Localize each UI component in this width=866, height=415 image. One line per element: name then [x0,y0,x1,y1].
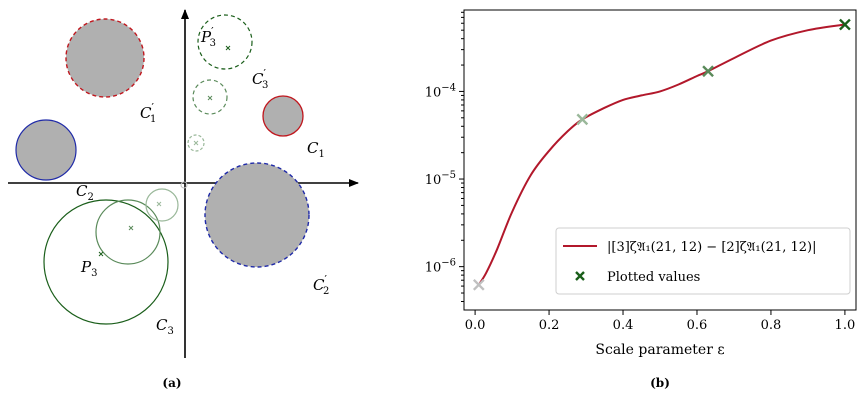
y-tick-label: 10−5 [425,170,456,188]
x-ticks: 0.0 0.2 0.4 0.6 0.8 1.0 [465,310,855,333]
label-c3-prime: C′ 3 [252,67,268,91]
legend: |[3]ζ𝔄₁(21, 12) − [2]ζ𝔄₁(21, 12)| Plotte… [555,227,851,295]
circle-c3-prime-mid [192,79,228,115]
plotted-value-marker [472,278,485,291]
circle-c3-mid [95,199,161,265]
centre-markers [98,45,231,257]
centre-marker-c3-mid [128,225,134,231]
panel-b: 0.0 0.2 0.4 0.6 0.8 1.0 10−6 10−5 10−4 Scale pa… [425,9,857,390]
circle-c3-prime-small [187,134,205,152]
label-c2: C2 [76,182,94,203]
legend-marker-swatch [575,271,585,281]
circle-c1-prime [65,18,145,98]
label-c1-prime: C′ 1 [140,101,156,125]
circle-c2-prime [204,162,310,268]
circle-c3-small [145,188,179,222]
x-tick-label: 0.0 [465,318,486,333]
x-axis-label: Scale parameter ε [595,342,724,358]
plotted-value-marker [702,65,714,78]
caption-b: (b) [650,376,670,390]
label-p3: P3 [80,258,97,279]
x-tick-label: 1.0 [835,318,856,333]
legend-box [555,227,851,295]
plotted-value-marker [576,113,589,126]
centre-marker-c3 [98,251,104,257]
circle-c3-prime [197,14,253,70]
x-tick-label: 0.8 [761,318,782,333]
centre-marker-c3-prime-small [193,140,199,146]
caption-a: (a) [162,376,181,390]
x-tick-label: 0.2 [539,318,560,333]
label-p3-prime: P′ 3 [200,25,216,49]
centre-marker-c3-small [156,201,162,207]
label-c3: C3 [156,316,174,337]
plot-area [472,18,851,291]
plot-frame [463,9,857,311]
plotted-value-marker [839,18,851,31]
x-tick-label: 0.6 [687,318,708,333]
label-c2-prime: C′ 2 [313,273,329,297]
y-tick-label: 10−6 [425,258,456,276]
label-c1: C1 [307,139,325,160]
circle-c2 [15,119,77,181]
centre-marker-c3-prime-mid [207,95,213,101]
series-curve [477,23,846,286]
y-ticks: 10−6 10−5 10−4 [425,11,464,303]
y-tick-label: 10−4 [425,82,456,100]
panel-a: C′ 1 C1 C2 C′ 2 C3 C′ 3 P3 P′ 3 (a) [8,9,359,390]
legend-curve-label: |[3]ζ𝔄₁(21, 12) − [2]ζ𝔄₁(21, 12)| [607,240,816,255]
circle-c3-tiny [180,181,188,189]
legend-points-label: Plotted values [607,270,700,285]
x-tick-label: 0.4 [613,318,634,333]
centre-marker-c3-prime [225,45,231,51]
circle-c3 [43,199,169,325]
circle-c1 [262,95,304,137]
